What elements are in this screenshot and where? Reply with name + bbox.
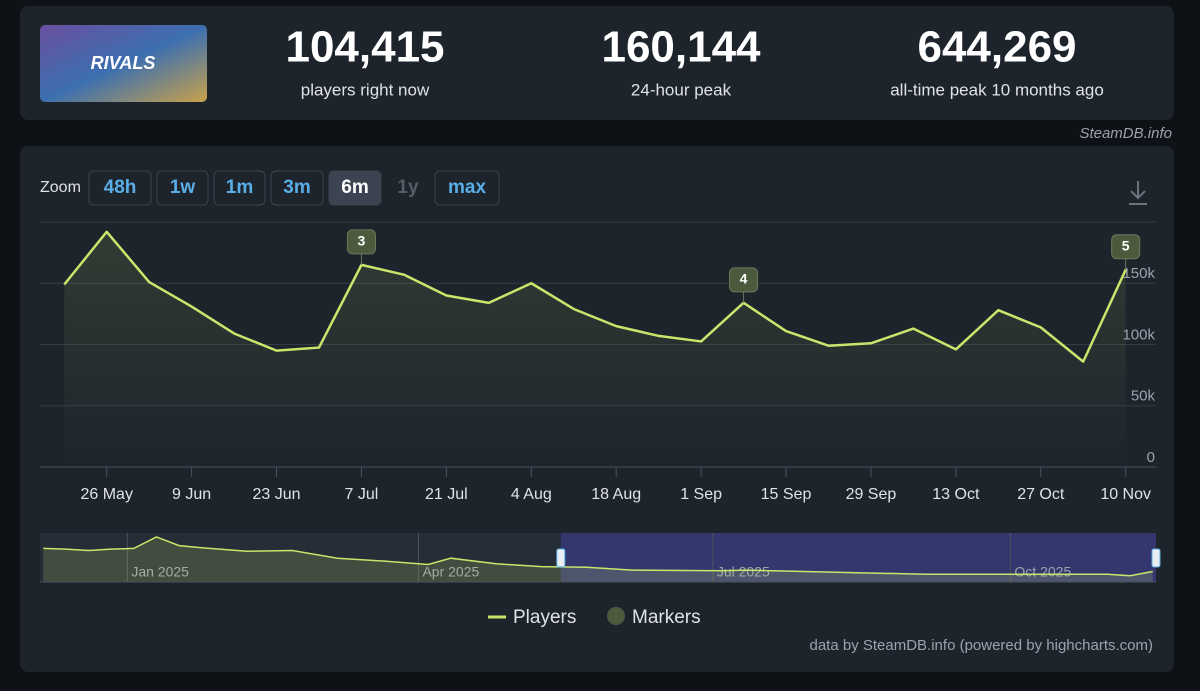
zoom-button-text[interactable]: 3m [283,177,310,198]
zoom-button[interactable] [328,170,382,206]
zoom-button[interactable] [156,170,209,206]
x-tick-label: 26 May [80,486,132,503]
x-tick-label: 15 Sep [761,486,812,503]
navigator-label: Jul 2025 [717,564,770,580]
zoom-button-text[interactable]: 1w [170,177,196,198]
zoom-button[interactable] [88,170,152,206]
navigator-label: Apr 2025 [422,564,479,580]
area [64,231,1126,467]
navigator-handle[interactable] [1151,548,1161,568]
legend-label[interactable]: Players [513,607,576,628]
marker-label: 4 [740,271,748,287]
marker-flag[interactable] [729,267,759,293]
x-tick-label: 10 Nov [1100,486,1151,503]
zoom-button[interactable] [270,170,324,206]
stat-value: 644,269 [917,23,1076,72]
navigator-handle[interactable] [556,548,566,568]
zoom-label: Zoom [40,179,81,196]
stat-label: all-time peak 10 months ago [890,80,1104,99]
y-tick-label: 100k [1122,326,1155,343]
x-tick-label: 1 Sep [680,486,722,503]
zoom-button-text[interactable]: 1m [226,177,253,198]
y-tick-label: 50k [1131,388,1156,405]
legend-swatch [607,607,625,625]
navigator-line [43,536,1153,577]
navigator-label: Oct 2025 [1014,564,1071,580]
zoom-button-text[interactable]: 6m [341,177,368,198]
legend-label[interactable]: Markers [632,607,701,628]
stat-label: 24-hour peak [631,80,732,99]
logo-text: RIVALS [91,53,156,73]
source[interactable]: SteamDB.info [1079,125,1172,142]
x-tick-label: 13 Oct [932,486,980,503]
zoom-button-text[interactable]: 48h [104,177,137,198]
zoom-button[interactable] [213,170,266,206]
x-tick-label: 29 Sep [846,486,897,503]
stat-label: players right now [301,80,430,99]
x-tick-label: 21 Jul [425,486,468,503]
stats-panel [20,6,1174,120]
zoom-button-text: 1y [397,177,419,198]
x-tick-label: 9 Jun [172,486,211,503]
marker-label: 5 [1122,237,1130,253]
game-logo [40,25,207,102]
x-tick-label: 23 Jun [253,486,301,503]
marker-flag[interactable] [1111,234,1141,260]
download-icon[interactable] [1129,181,1147,205]
x-tick-label: 27 Oct [1017,486,1065,503]
line [63,230,1127,363]
zoom-button-text[interactable]: max [448,177,486,198]
x-tick-label: 7 Jul [345,486,379,503]
zoom-button[interactable] [434,170,500,206]
y-tick-label: 0 [1147,449,1155,466]
navigator-area [43,536,1153,582]
credits[interactable]: data by SteamDB.info (powered by highcha… [810,637,1154,654]
x-tick-label: 4 Aug [511,486,552,503]
y-tick-label: 150k [1122,265,1155,282]
marker-flag[interactable] [346,229,376,255]
stat-value: 104,415 [285,23,444,72]
navigator-label: Jan 2025 [131,564,189,580]
marker-label: 3 [358,233,366,249]
stat-value: 160,144 [601,23,761,72]
x-tick-label: 18 Aug [591,486,641,503]
